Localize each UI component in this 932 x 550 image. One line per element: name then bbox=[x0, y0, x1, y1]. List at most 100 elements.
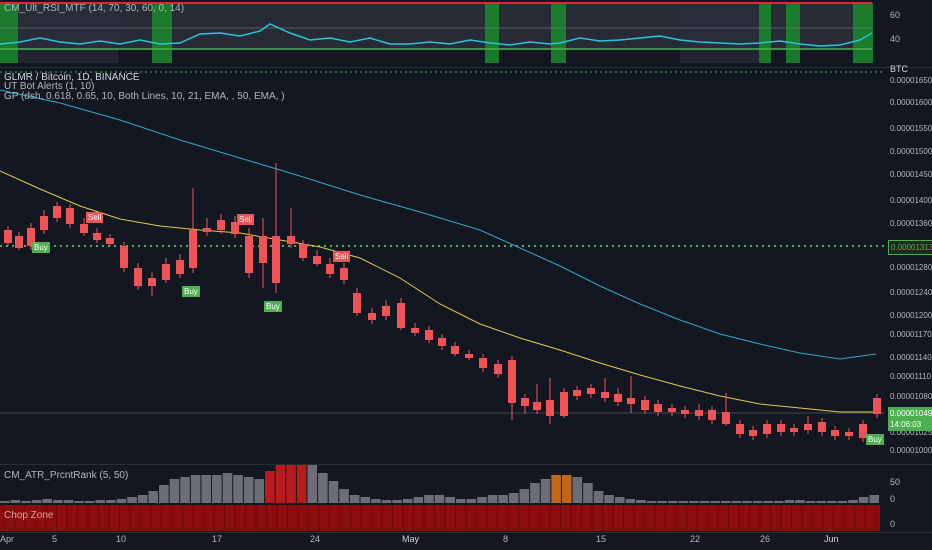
sell-signal: Sell bbox=[237, 214, 255, 225]
buy-signal: Buy bbox=[264, 301, 282, 312]
currency-label: BTC bbox=[890, 64, 908, 74]
chop-zone-title: Chop Zone bbox=[4, 510, 54, 521]
atr-bar bbox=[381, 500, 392, 503]
rsi-chart bbox=[0, 2, 873, 63]
gp-title: GP (dsh, 0.618, 0.65, 10, Both Lines, 10… bbox=[4, 91, 285, 102]
candle-body bbox=[546, 400, 554, 416]
candle-body bbox=[614, 394, 622, 402]
atr-bar bbox=[0, 501, 10, 503]
atr-bar bbox=[328, 481, 339, 503]
candle-body bbox=[873, 398, 881, 414]
atr-bar bbox=[784, 500, 795, 503]
price-tick: 0.00001360 bbox=[890, 219, 932, 228]
atr-bar bbox=[74, 501, 84, 503]
ut-bot-title: UT Bot Alerts (1, 10) bbox=[4, 81, 95, 92]
atr-bar bbox=[477, 497, 487, 503]
candle-body bbox=[368, 313, 376, 320]
atr-bar bbox=[551, 475, 561, 503]
atr-bar bbox=[190, 475, 201, 503]
atr-pane[interactable]: CM_ATR_PrcntRank (5, 50) bbox=[0, 465, 884, 503]
atr-bar bbox=[434, 495, 445, 503]
atr-bar bbox=[795, 500, 805, 503]
rsi-tick-60: 60 bbox=[890, 10, 901, 20]
candle-body bbox=[708, 410, 716, 420]
time-label: 10 bbox=[116, 534, 127, 544]
candle-body bbox=[601, 392, 609, 398]
candle-body bbox=[53, 206, 61, 218]
candle-body bbox=[106, 238, 114, 244]
chop-zone-pane[interactable]: Chop Zone bbox=[0, 505, 884, 531]
candle-body bbox=[804, 424, 812, 430]
chop-zone-bars bbox=[0, 505, 880, 531]
price-axis[interactable]: BTC bbox=[884, 64, 932, 463]
candle-body bbox=[176, 260, 184, 274]
candle-body bbox=[313, 256, 321, 264]
atr-bar bbox=[848, 500, 858, 503]
atr-bar bbox=[657, 501, 667, 503]
atr-bar bbox=[424, 495, 434, 503]
candle-body bbox=[749, 430, 757, 436]
price-tick: 0.00001170 bbox=[890, 330, 932, 339]
candle-body bbox=[668, 408, 676, 412]
atr-bar bbox=[530, 483, 540, 503]
candlesticks bbox=[4, 163, 881, 442]
time-label: Jun bbox=[824, 534, 839, 544]
symbol-title: GLMR / Bitcoin, 1D, BINANCE bbox=[4, 72, 140, 83]
atr-bar bbox=[466, 499, 477, 503]
time-label: Apr bbox=[0, 534, 15, 544]
candle-body bbox=[259, 236, 267, 263]
atr-tick-0: 0 bbox=[890, 494, 896, 504]
candle-body bbox=[425, 330, 433, 340]
atr-bar bbox=[212, 475, 222, 503]
atr-bar bbox=[318, 473, 328, 503]
atr-bar bbox=[286, 465, 296, 503]
pane-divider[interactable] bbox=[0, 464, 932, 465]
atr-bar bbox=[773, 501, 784, 503]
atr-bar bbox=[169, 479, 180, 503]
atr-bar bbox=[593, 491, 604, 503]
candle-body bbox=[465, 354, 473, 358]
candle-body bbox=[763, 424, 771, 434]
atr-bar bbox=[742, 501, 752, 503]
candle-body bbox=[27, 228, 35, 246]
sell-signal: Sell bbox=[86, 212, 104, 223]
atr-bar bbox=[392, 500, 402, 503]
price-tick: 0.00001500 bbox=[890, 147, 932, 156]
atr-bar bbox=[678, 501, 689, 503]
atr-bar bbox=[402, 499, 413, 503]
atr-bar bbox=[561, 475, 572, 503]
price-tick: 0.00001200 bbox=[890, 311, 932, 320]
atr-bar bbox=[614, 497, 625, 503]
candle-body bbox=[654, 404, 662, 412]
candle-body bbox=[859, 424, 867, 438]
candle-body bbox=[162, 264, 170, 280]
candle-body bbox=[451, 346, 459, 354]
rsi-pane[interactable]: CM_Ult_RSI_MTF (14, 70, 30, 60, 0, 14) bbox=[0, 0, 884, 66]
candle-body bbox=[134, 268, 142, 286]
candle-body bbox=[438, 338, 446, 346]
price-tick: 0.00001400 bbox=[890, 196, 932, 205]
atr-bar bbox=[413, 497, 424, 503]
atr-bar bbox=[837, 501, 848, 503]
price-tick: 0.00001650 bbox=[890, 76, 932, 85]
candle-body bbox=[411, 328, 419, 333]
candle-body bbox=[508, 360, 516, 403]
price-tick: 0.00001000 bbox=[890, 446, 932, 455]
candle-body bbox=[777, 424, 785, 432]
pane-divider[interactable] bbox=[0, 67, 932, 68]
candle-body bbox=[494, 364, 502, 374]
atr-bar bbox=[731, 501, 742, 503]
time-label: 15 bbox=[596, 534, 607, 544]
candle-body bbox=[681, 410, 689, 414]
candle-body bbox=[845, 432, 853, 436]
atr-bar bbox=[604, 495, 614, 503]
atr-bar bbox=[699, 501, 710, 503]
chop-tick-0: 0 bbox=[890, 519, 896, 529]
atr-bar bbox=[84, 501, 95, 503]
sell-signal: Sell bbox=[333, 251, 351, 262]
last-price: 0.00001049 bbox=[890, 409, 932, 418]
main-chart-pane[interactable]: GLMR / Bitcoin, 1D, BINANCE UT Bot Alert… bbox=[0, 68, 884, 463]
atr-bar bbox=[275, 465, 286, 503]
time-label: 24 bbox=[310, 534, 321, 544]
atr-bar bbox=[265, 471, 275, 503]
